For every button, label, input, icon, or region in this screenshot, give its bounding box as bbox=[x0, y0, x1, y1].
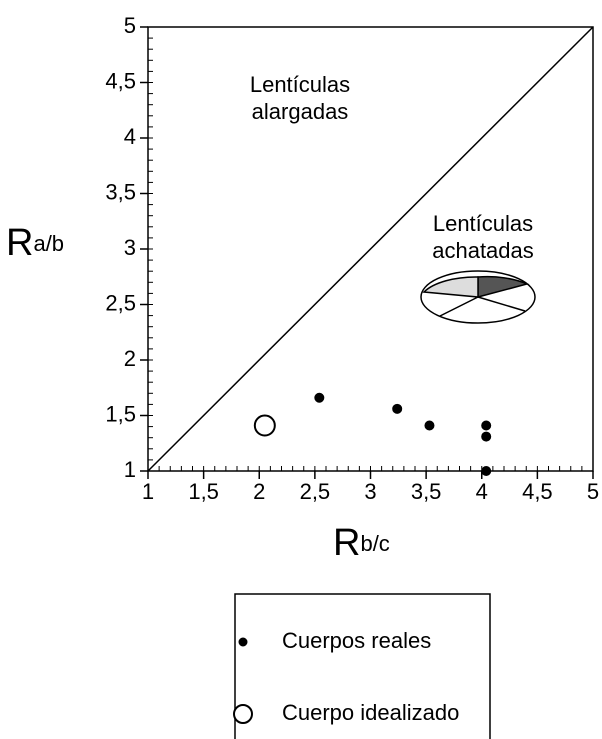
point bbox=[481, 466, 492, 476]
y-axis-label: Ra/b bbox=[6, 222, 64, 264]
annotation: Lentículas bbox=[250, 72, 350, 97]
annotation: alargadas bbox=[252, 99, 349, 124]
y-tick-label: 3,5 bbox=[105, 179, 136, 204]
legend-label: Cuerpos reales bbox=[282, 628, 431, 653]
x-axis-label: Rb/c bbox=[333, 522, 390, 564]
x-axis-label-main: R bbox=[333, 522, 360, 564]
point bbox=[314, 392, 325, 403]
x-tick-label: 4,5 bbox=[522, 479, 553, 504]
x-tick-label: 3,5 bbox=[411, 479, 442, 504]
point bbox=[392, 403, 403, 414]
annotation: Lentículas bbox=[433, 211, 533, 236]
point bbox=[253, 414, 276, 437]
x-tick-label: 1,5 bbox=[188, 479, 219, 504]
y-tick-label: 4 bbox=[124, 124, 136, 149]
legend-label: Cuerpo idealizado bbox=[282, 700, 459, 725]
x-tick-label: 4 bbox=[476, 479, 488, 504]
y-tick-label: 5 bbox=[124, 13, 136, 38]
y-tick-label: 4,5 bbox=[105, 68, 136, 93]
annotation: achatadas bbox=[432, 238, 534, 263]
y-tick-label: 2,5 bbox=[105, 290, 136, 315]
point bbox=[424, 420, 435, 431]
reference-diagonal bbox=[147, 26, 594, 472]
y-tick-label: 1 bbox=[124, 457, 136, 482]
legend-marker bbox=[233, 704, 253, 724]
lenticule-icon bbox=[420, 270, 536, 324]
x-tick-label: 2 bbox=[253, 479, 265, 504]
y-axis-label-main: R bbox=[6, 222, 33, 264]
x-tick-label: 5 bbox=[587, 479, 599, 504]
legend-marker bbox=[238, 637, 248, 647]
x-axis-label-sub: b/c bbox=[360, 531, 389, 556]
point bbox=[481, 420, 492, 431]
x-tick-label: 1 bbox=[142, 479, 154, 504]
legend-box bbox=[234, 593, 491, 739]
x-tick-label: 2,5 bbox=[300, 479, 331, 504]
y-axis-label-sub: a/b bbox=[33, 231, 64, 256]
y-tick-label: 3 bbox=[124, 235, 136, 260]
point bbox=[481, 431, 492, 442]
y-tick-label: 1,5 bbox=[105, 401, 136, 426]
y-tick-label: 2 bbox=[124, 346, 136, 371]
x-tick-label: 3 bbox=[364, 479, 376, 504]
